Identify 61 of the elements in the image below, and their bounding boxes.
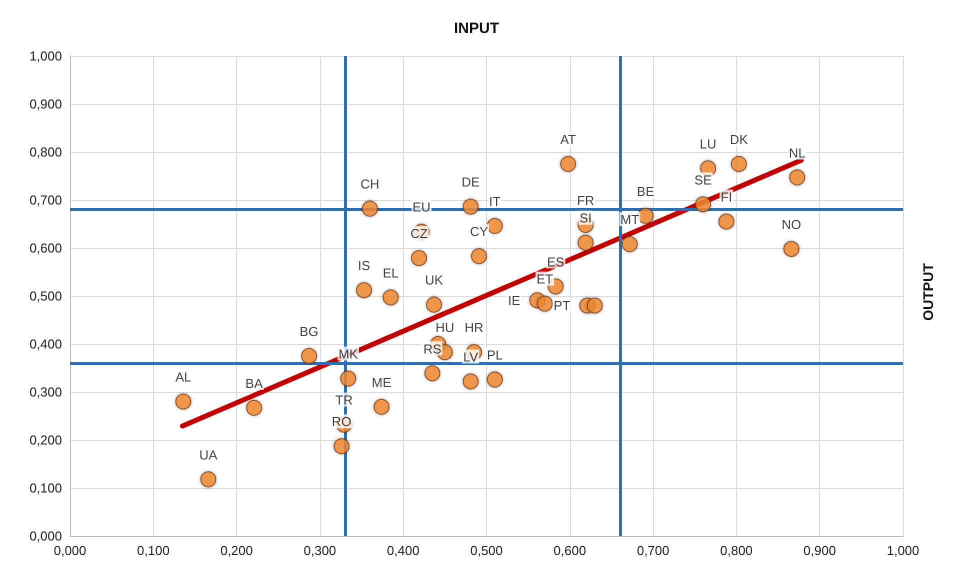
- data-label: CZ: [410, 226, 428, 242]
- x-tick-label: 0,300: [304, 543, 336, 558]
- y-tick-label: 0,700: [29, 192, 62, 208]
- x-tick-label: 1,000: [886, 543, 920, 558]
- y-tick-label: 0,400: [29, 336, 62, 352]
- data-label: ES: [546, 254, 565, 270]
- data-label: EU: [412, 200, 431, 215]
- data-label: AT: [560, 132, 576, 147]
- data-label: CY: [470, 224, 488, 240]
- x-tick-label: 0,600: [554, 543, 586, 558]
- data-label: FR: [576, 192, 594, 208]
- x-tick-label: 0,500: [470, 543, 503, 558]
- data-label: FI: [720, 190, 732, 205]
- y-axis-title: OUTPUT: [920, 262, 936, 321]
- x-tick-label: 0,100: [137, 543, 170, 558]
- data-label: MK: [338, 346, 358, 362]
- data-label: NO: [782, 216, 802, 232]
- x-tick-label: 0,200: [220, 543, 253, 558]
- y-tick-label: 0,900: [29, 96, 62, 112]
- x-tick-label: 0,800: [720, 543, 753, 558]
- data-label: SI: [579, 210, 592, 226]
- data-label: IT: [489, 194, 501, 209]
- x-tick-label: 0,000: [54, 543, 86, 558]
- x-tick-label: 0,900: [803, 543, 836, 558]
- data-label: ME: [372, 374, 392, 390]
- data-label: LV: [463, 349, 478, 364]
- y-tick-label: 0,300: [29, 384, 62, 400]
- data-label: CH: [360, 176, 380, 192]
- data-label: UK: [424, 272, 444, 288]
- data-label: LU: [700, 136, 716, 152]
- data-label: PL: [486, 348, 503, 363]
- data-label: ET: [536, 272, 554, 287]
- y-tick-label: 0,800: [29, 144, 62, 160]
- data-label: BE: [636, 184, 655, 199]
- data-label: DE: [462, 174, 480, 190]
- chart-title: INPUT: [454, 20, 499, 37]
- data-label: MT: [620, 212, 640, 228]
- x-tick-label: 0,700: [636, 543, 670, 558]
- data-label: BG: [300, 324, 318, 339]
- y-tick-label: 0,000: [29, 528, 62, 544]
- data-label: HR: [464, 320, 484, 336]
- y-tick-label: 0,200: [29, 432, 62, 448]
- data-label: PT: [554, 298, 570, 314]
- data-label: SE: [694, 172, 712, 188]
- data-label: RO: [332, 414, 352, 430]
- data-label: EL: [382, 265, 399, 280]
- data-label: AL: [175, 370, 192, 385]
- y-tick-label: 0,100: [29, 480, 62, 496]
- y-tick-label: 0,600: [29, 240, 62, 256]
- data-label: DK: [730, 132, 748, 147]
- data-label: NL: [788, 145, 806, 160]
- y-tick-label: 0,500: [29, 288, 62, 304]
- y-tick-label: 1,000: [29, 48, 62, 64]
- data-label: RS: [423, 341, 442, 356]
- data-label: HU: [435, 320, 454, 336]
- x-tick-label: 0,400: [386, 543, 420, 558]
- data-label: IE: [508, 292, 521, 308]
- data-label: UA: [199, 447, 218, 462]
- data-label: BA: [245, 376, 264, 391]
- data-label: IS: [358, 258, 371, 274]
- data-label: TR: [335, 392, 353, 408]
